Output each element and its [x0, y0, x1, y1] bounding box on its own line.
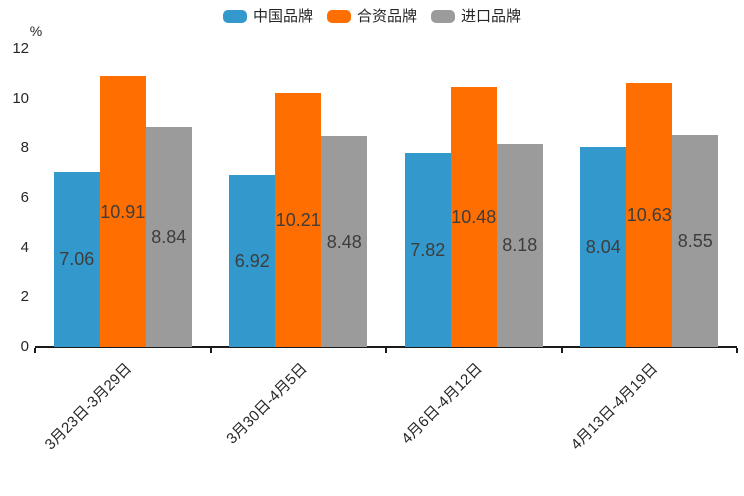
x-axis-line: [35, 346, 737, 348]
bar-value-label: 7.82: [410, 239, 446, 260]
legend-item-joint-venture-brand[interactable]: 合资品牌: [326, 8, 417, 25]
y-axis-tick-label: 8: [20, 139, 29, 157]
bar-value-label: 8.84: [151, 227, 187, 248]
bar-value-label: 8.04: [585, 237, 621, 258]
y-axis-tick-label: 6: [20, 189, 29, 206]
y-axis-tick-label: 0: [20, 338, 29, 355]
bar-2-3: [672, 134, 719, 347]
legend-label: 进口品牌: [461, 8, 522, 25]
bar-value-label: 10.91: [100, 201, 146, 222]
legend-label: 中国品牌: [252, 8, 313, 25]
legend: 中国品牌 合资品牌 进口品牌: [0, 8, 744, 25]
bar-value-label: 10.63: [626, 205, 672, 225]
bar-value-label: 8.48: [326, 231, 362, 252]
y-axis-tick-label: 12: [12, 40, 29, 57]
x-axis-label: 3月30日-4月5日: [222, 360, 311, 448]
legend-label: 合资品牌: [356, 8, 417, 25]
bar-value-label: 10.21: [275, 210, 321, 231]
bar-0-3: [580, 147, 627, 347]
bar-1-3: [626, 83, 673, 347]
bar-2-2: [496, 143, 543, 347]
legend-color-marker: [326, 10, 351, 23]
x-axis-tick: [34, 348, 36, 353]
x-axis-label: 4月6日-4月12日: [398, 360, 486, 448]
x-axis-tick: [560, 348, 563, 353]
x-axis-label: 3月23日-3月29日: [41, 360, 135, 454]
bar-1-1: [275, 93, 322, 347]
y-axis-tick-label: 4: [20, 238, 29, 256]
y-axis-tick-label: 2: [20, 288, 29, 306]
bar-0-2: [404, 152, 451, 347]
bar-1-2: [450, 86, 497, 347]
bar-value-label: 6.92: [234, 251, 270, 272]
bar-2-1: [321, 136, 368, 347]
bar-value-label: 7.06: [59, 249, 95, 270]
y-axis-unit-label: %: [29, 23, 43, 39]
x-axis-tick: [209, 348, 212, 353]
bar-1-0: [99, 76, 146, 347]
bar-value-label: 8.55: [677, 230, 713, 251]
bar-0-1: [229, 175, 276, 347]
legend-item-import-brand[interactable]: 进口品牌: [431, 8, 521, 25]
x-axis-tick: [385, 348, 387, 353]
bar-value-label: 8.18: [502, 235, 538, 256]
legend-color-marker: [222, 10, 247, 23]
bar-value-label: 10.48: [451, 206, 497, 227]
legend-item-china-brand[interactable]: 中国品牌: [222, 8, 313, 25]
x-axis-tick: [736, 348, 738, 353]
x-axis-label: 4月13日-4月19日: [567, 360, 662, 454]
bar-0-0: [53, 171, 100, 347]
y-axis-tick-label: 10: [12, 89, 29, 107]
legend-color-marker: [431, 10, 455, 23]
bar-2-0: [145, 127, 192, 347]
